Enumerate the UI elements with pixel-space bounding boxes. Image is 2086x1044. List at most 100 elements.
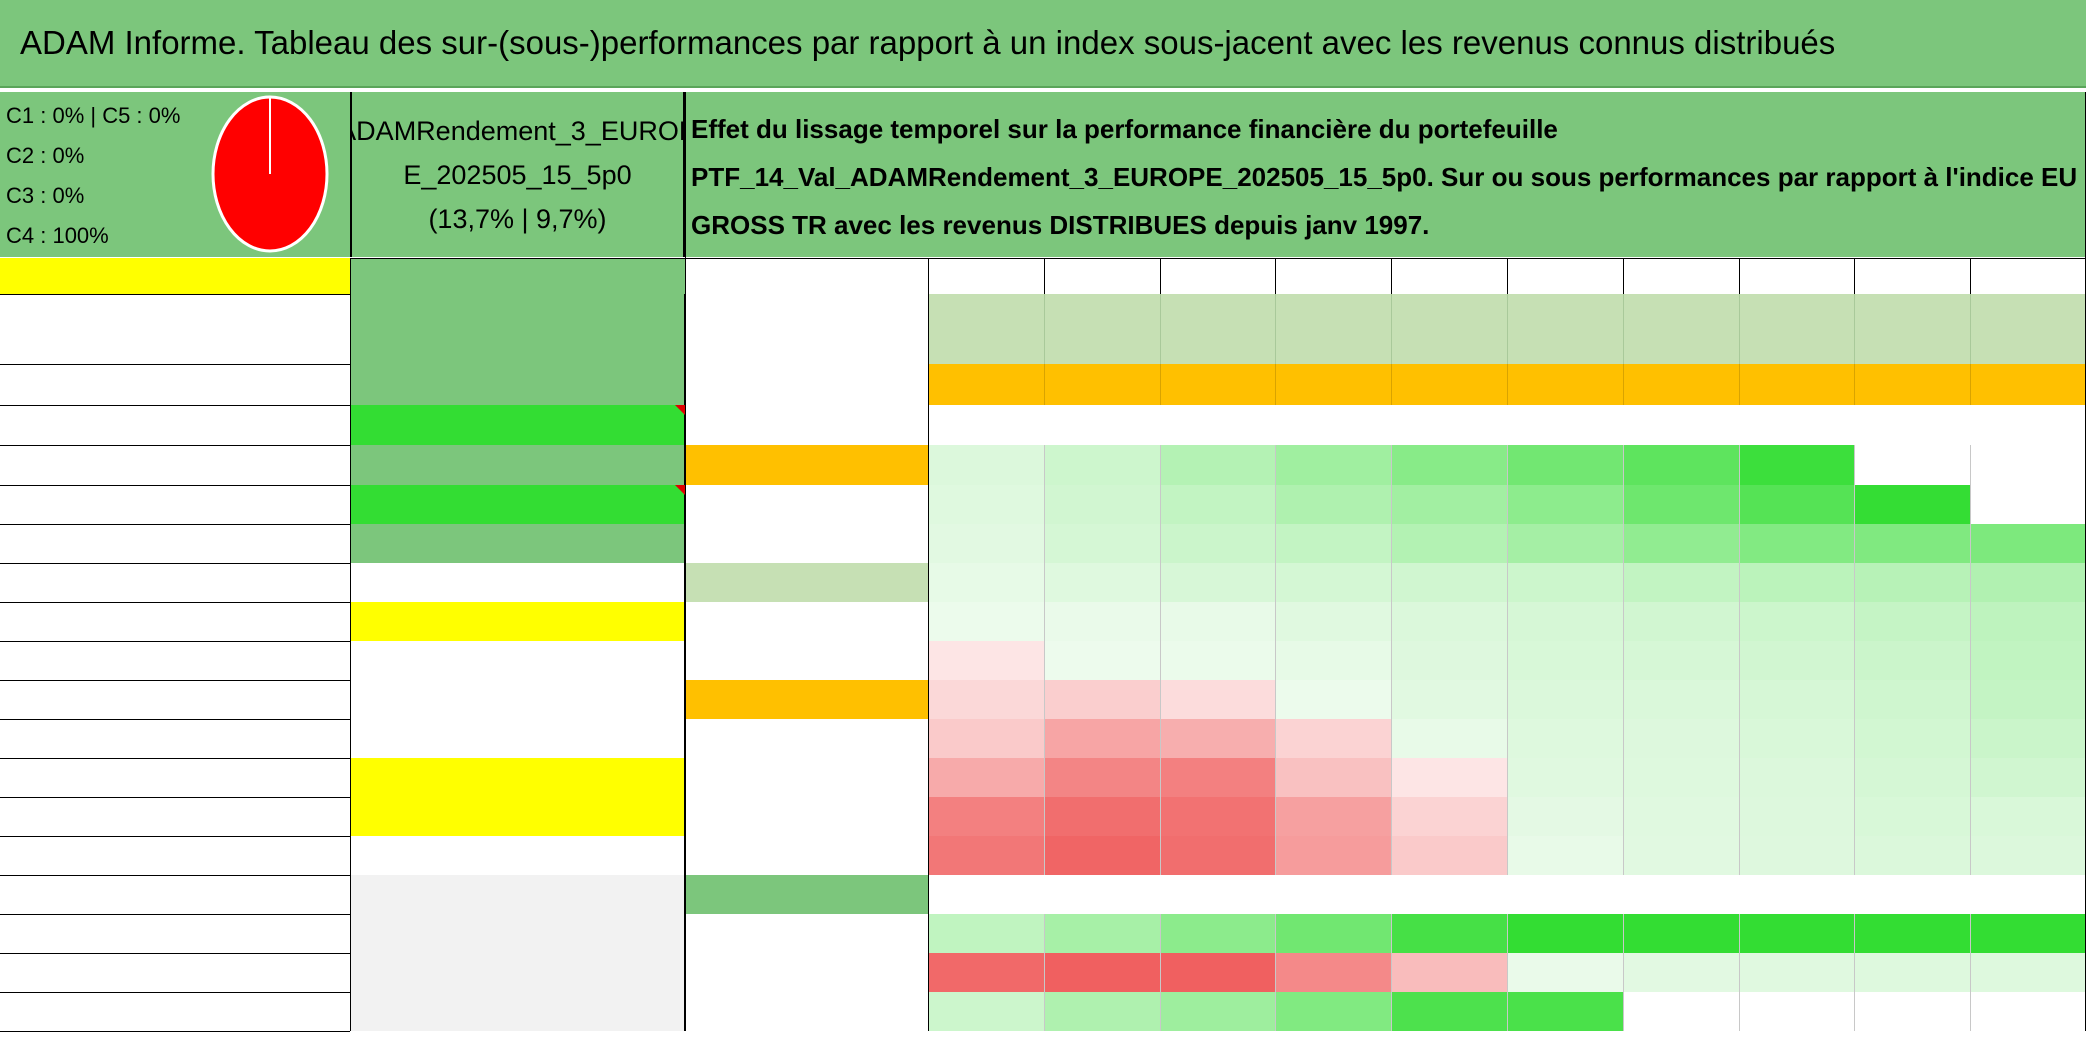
vol-value <box>1159 364 1276 405</box>
probability-value <box>1854 485 1971 524</box>
info-rend-lt <box>350 641 685 680</box>
probability-value <box>1622 719 1739 758</box>
row-divider <box>0 836 350 837</box>
probability-value <box>1970 485 2086 524</box>
portfolio-name-box <box>350 92 685 257</box>
probability-value <box>928 719 1044 758</box>
info-zscore <box>350 953 685 992</box>
probability-value <box>1970 563 2086 602</box>
probability-value <box>1159 719 1276 758</box>
holding-item <box>0 602 350 641</box>
pos-label <box>685 914 928 953</box>
probability-value <box>1738 680 1855 719</box>
rend-value <box>1970 294 2086 364</box>
info-vol-lt <box>350 680 685 719</box>
info-moy <box>350 602 685 641</box>
probability-value <box>1854 563 1971 602</box>
description-line-3: GROSS TR avec les revenus DISTRIBUES dep… <box>691 209 1430 240</box>
row-divider <box>0 719 350 720</box>
year-header <box>1738 258 1855 294</box>
info-strategy <box>350 364 685 405</box>
min-value <box>1507 953 1623 992</box>
rend-label <box>685 294 928 364</box>
probability-value <box>1043 797 1160 836</box>
pos-value <box>1391 914 1507 953</box>
probability-value <box>1275 836 1392 875</box>
probability-threshold <box>685 758 928 797</box>
probability-value <box>1391 758 1507 797</box>
min-value <box>928 953 1044 992</box>
holding-item <box>0 836 350 875</box>
probability-value <box>1275 719 1392 758</box>
probability-value <box>1854 797 1971 836</box>
vol-value <box>1738 364 1855 405</box>
max-value <box>1854 992 1971 1031</box>
probability-value <box>1507 758 1623 797</box>
comment-marker <box>675 405 685 415</box>
probability-value <box>1854 719 1971 758</box>
probability-value <box>1738 602 1855 641</box>
info-value2 <box>350 485 685 524</box>
probability-value <box>1970 836 2086 875</box>
pos-value <box>1507 914 1623 953</box>
year-header <box>1043 258 1160 294</box>
pos-value <box>1854 914 1971 953</box>
probability-value <box>1622 445 1739 485</box>
rend-value <box>1622 294 1739 364</box>
info-compar-full <box>350 836 685 875</box>
probability-value <box>1854 836 1971 875</box>
description-line-1: Effet du lissage temporel sur la perform… <box>691 113 1558 144</box>
probability-value <box>1507 485 1623 524</box>
max-value <box>1043 992 1160 1031</box>
pos-value <box>1970 914 2086 953</box>
pos-value <box>1159 914 1276 953</box>
probability-value <box>1854 758 1971 797</box>
row-divider <box>0 797 350 798</box>
vol-label <box>685 364 928 405</box>
min-value <box>1854 953 1971 992</box>
probability-value <box>1507 524 1623 563</box>
probability-value <box>1391 445 1507 485</box>
probability-value <box>1854 680 1971 719</box>
info-sharpe <box>350 719 685 758</box>
holding-item <box>0 294 350 364</box>
holding-item <box>0 405 350 445</box>
probability-value <box>1043 445 1160 485</box>
row-divider <box>0 953 350 954</box>
probability-value <box>1159 602 1276 641</box>
holding-item <box>0 719 350 758</box>
probability-value <box>1507 602 1623 641</box>
probability-value <box>1622 758 1739 797</box>
portfolio-name-line-3: (13,7% | 9,7%) <box>428 203 607 234</box>
info-compar-label <box>350 445 685 485</box>
probability-value <box>1738 485 1855 524</box>
probability-value <box>1738 563 1855 602</box>
probability-value <box>928 563 1044 602</box>
min-value <box>1043 953 1160 992</box>
max-value <box>928 992 1044 1031</box>
probability-value <box>1507 836 1623 875</box>
column-divider <box>685 92 686 1031</box>
probability-value <box>1159 524 1276 563</box>
probability-value <box>1275 445 1392 485</box>
info-div <box>350 797 685 836</box>
description-line-2: PTF_14_Val_ADAMRendement_3_EUROPE_202505… <box>691 161 2086 192</box>
info-regularite <box>350 992 685 1031</box>
row-divider <box>0 524 350 525</box>
probability-value <box>1738 719 1855 758</box>
probability-value <box>928 445 1044 485</box>
pos-value <box>1043 914 1160 953</box>
holding-item <box>0 524 350 563</box>
row-divider <box>0 1031 350 1032</box>
probability-value <box>1043 836 1160 875</box>
probability-value <box>1275 758 1392 797</box>
min-value <box>1275 953 1392 992</box>
probability-value <box>1970 758 2086 797</box>
year-header <box>1391 258 1507 294</box>
probability-value <box>1043 641 1160 680</box>
row-divider <box>0 602 350 603</box>
min-value <box>1159 953 1276 992</box>
row-divider <box>0 294 350 295</box>
max-value <box>1275 992 1392 1031</box>
row-divider <box>0 563 350 564</box>
